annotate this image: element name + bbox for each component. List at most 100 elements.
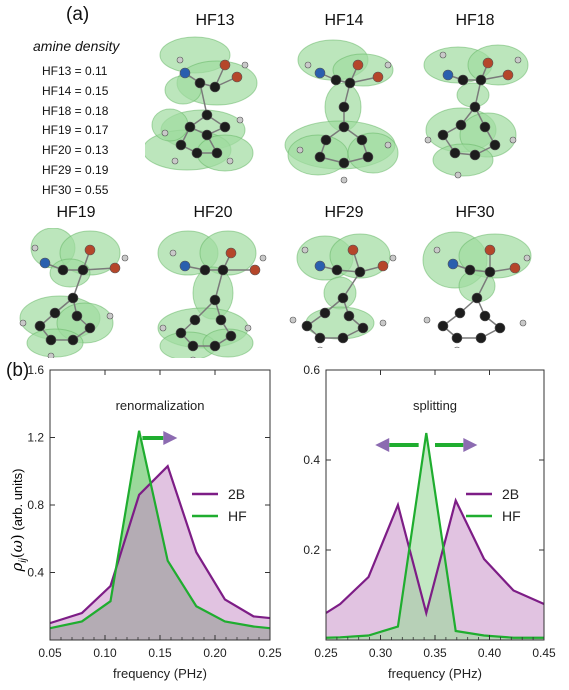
carbon-atom [314, 151, 326, 163]
carbon-atom [475, 74, 487, 86]
carbon-atom [77, 264, 89, 276]
molecule-title-hf14: HF14 [324, 12, 364, 29]
x-tick-label: 0.40 [478, 646, 502, 660]
molecule-hf18-image [423, 44, 529, 179]
hydrogen-atom [106, 312, 114, 320]
bond-line [199, 82, 208, 116]
carbon-atom [57, 264, 69, 276]
hf-area-fill [50, 430, 270, 640]
carbon-atom [362, 151, 374, 163]
carbon-atom [338, 121, 350, 133]
hydrogen-atom [519, 319, 527, 327]
oxygen-atom [84, 244, 96, 256]
molecule-hf30-image [422, 231, 532, 348]
hydrogen-atom [509, 136, 517, 144]
carbon-atom [45, 334, 57, 346]
carbon-atom [320, 134, 332, 146]
splitting-chart: 0.25 0.30 0.35 0.40 0.45 0.2 0.4 0.6 frequency (… [303, 363, 556, 681]
orbital-density-blob [329, 233, 391, 279]
carbon-atom [219, 121, 231, 133]
renormalization-chart: 0.05 0.10 0.15 0.20 0.25 0.4 0.8 1.2 1.6 frequenc… [27, 363, 282, 681]
oxygen-atom [502, 69, 514, 81]
panel-a-label: (a) [66, 4, 90, 25]
carbon-atom [484, 266, 496, 278]
carbon-atom [464, 264, 476, 276]
hydrogen-atom [19, 319, 27, 327]
molecule-hf13-image [145, 36, 258, 172]
hydrogen-atom [424, 136, 432, 144]
hydrogen-atom [317, 346, 323, 348]
carbon-atom [215, 314, 227, 326]
carbon-atom [356, 134, 368, 146]
carbon-atom [330, 74, 342, 86]
amine-density-item: HF20 = 0.13 [42, 143, 109, 158]
nitrogen-atom [179, 67, 191, 79]
hydrogen-atom [121, 254, 129, 262]
legend-label-hf: HF [228, 508, 247, 524]
amine-density-item: HF19 = 0.17 [42, 123, 109, 138]
carbon-atom [449, 147, 461, 159]
hydrogen-atom [169, 249, 177, 257]
carbon-atom [217, 264, 229, 276]
hydrogen-atom [176, 56, 184, 64]
hf-series-line [49, 430, 271, 630]
orbital-density-blob [323, 276, 357, 310]
amine-density-list: HF13 = 0.11 HF14 = 0.15 HF18 = 0.18 HF19… [42, 62, 108, 201]
y-tick-label: 0.4 [303, 453, 320, 467]
carbon-atom [454, 307, 466, 319]
carbon-atom [479, 121, 491, 133]
carbon-atom [49, 307, 61, 319]
2b-series-line [49, 464, 271, 625]
carbon-atom [344, 77, 356, 89]
x-tick-label: 0.15 [148, 646, 172, 660]
split-arrow-left-head [375, 438, 390, 452]
carbon-atom [71, 310, 83, 322]
oxygen-atom [352, 59, 364, 71]
hydrogen-atom [439, 51, 447, 59]
x-tick-label: 0.35 [423, 646, 447, 660]
x-tick-label: 0.05 [38, 646, 62, 660]
x-axis-label: frequency (PHz) [388, 666, 482, 681]
nitrogen-atom [39, 257, 51, 269]
hydrogen-atom [454, 346, 460, 348]
carbon-atom [175, 327, 187, 339]
amine-density-item: HF18 = 0.18 [42, 103, 109, 118]
oxygen-atom [231, 71, 243, 83]
nitrogen-atom [179, 260, 191, 272]
y-tick-label: 1.6 [27, 363, 44, 377]
molecule-title-hf18: HF18 [455, 12, 495, 29]
hydrogen-atom [226, 157, 234, 165]
y-axis-label: ρij(ω) (arb. units) [8, 469, 29, 573]
carbon-atom [469, 101, 481, 113]
carbon-atom [201, 129, 213, 141]
oxygen-atom [372, 71, 384, 83]
y-tick-label: 0.6 [303, 363, 320, 377]
hydrogen-atom [259, 254, 267, 262]
panel-b-label: (b) [6, 360, 30, 381]
hf-series-line [325, 432, 544, 639]
carbon-atom [343, 310, 355, 322]
hydrogen-atom [514, 56, 522, 64]
molecule-title-hf20: HF20 [193, 204, 233, 221]
carbon-atom [437, 129, 449, 141]
carbon-atom [199, 264, 211, 276]
nitrogen-atom [442, 69, 454, 81]
carbon-atom [475, 332, 487, 344]
hydrogen-atom [31, 244, 39, 252]
carbon-atom [225, 330, 237, 342]
carbon-atom [319, 307, 331, 319]
hydrogen-atom [379, 319, 387, 327]
hf-area-fill [326, 433, 544, 640]
x-tick-label: 0.20 [203, 646, 227, 660]
hydrogen-atom [340, 176, 348, 184]
hydrogen-atom [47, 352, 55, 358]
hydrogen-atom [161, 129, 169, 137]
x-tick-label: 0.45 [532, 646, 556, 660]
orbital-density-blob [432, 143, 494, 177]
carbon-atom [455, 119, 467, 131]
carbon-atom [338, 101, 350, 113]
y-tick-label: 0.4 [27, 566, 44, 580]
oxygen-atom [484, 244, 496, 256]
amine-density-item: HF14 = 0.15 [42, 83, 109, 98]
orbital-density-blob [347, 132, 399, 174]
